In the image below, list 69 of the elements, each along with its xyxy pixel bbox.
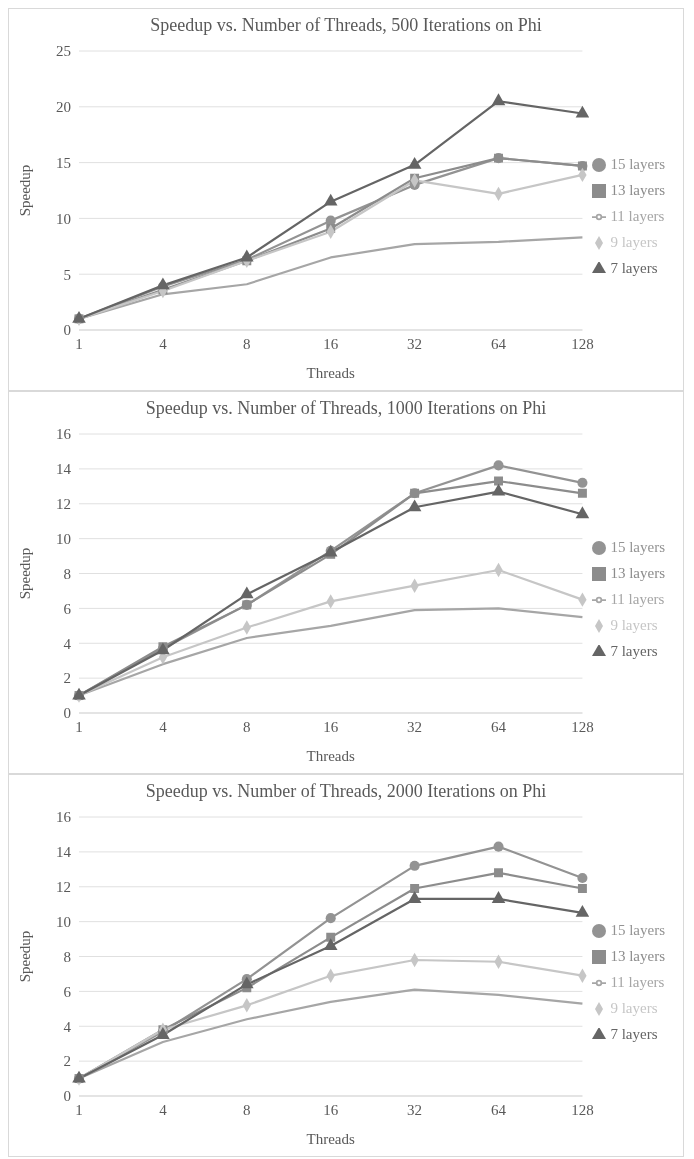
x-tick-label: 4 [159, 1101, 168, 1118]
x-tick-label: 1 [75, 718, 83, 735]
y-tick-label: 8 [63, 565, 71, 582]
x-axis-title: Threads [306, 1131, 356, 1147]
x-tick-label: 128 [571, 1101, 594, 1118]
x-tick-label: 16 [323, 1101, 339, 1118]
legend-label: 13 layers [610, 181, 665, 198]
legend-label: 15 layers [610, 538, 665, 555]
chart-title: Speedup vs. Number of Threads, 500 Iterations on Phi [149, 14, 543, 37]
legend-label: 11 layers [610, 207, 665, 224]
y-axis-title: Speedup [17, 547, 34, 600]
y-axis-title: Speedup [17, 164, 34, 217]
y-tick-label: 16 [56, 809, 72, 826]
legend-label: 13 layers [610, 564, 665, 581]
legend-label: 7 layers [610, 1025, 658, 1042]
chart-title: Speedup vs. Number of Threads, 1000 Iterations on Phi [144, 397, 548, 420]
y-tick-label: 4 [63, 1018, 72, 1035]
y-tick-label: 12 [56, 496, 71, 513]
x-tick-label: 64 [491, 1101, 507, 1118]
x-tick-label: 8 [243, 335, 251, 352]
x-tick-label: 32 [407, 335, 423, 352]
y-axis-title: Speedup [17, 930, 34, 983]
legend-label: 13 layers [610, 947, 665, 964]
y-tick-label: 10 [56, 210, 71, 227]
x-axis-title: Threads [306, 748, 356, 764]
y-tick-label: 15 [56, 154, 71, 171]
legend-label: 9 layers [610, 233, 658, 250]
y-tick-label: 25 [56, 43, 71, 60]
legend-label: 11 layers [610, 973, 665, 990]
x-tick-label: 64 [491, 335, 507, 352]
legend-label: 9 layers [610, 999, 658, 1016]
x-axis-title: Threads [306, 365, 356, 381]
y-tick-label: 10 [56, 530, 71, 547]
x-tick-label: 16 [323, 335, 339, 352]
y-tick-label: 5 [63, 266, 71, 283]
x-tick-label: 32 [407, 1101, 423, 1118]
y-tick-label: 6 [63, 600, 72, 617]
x-tick-label: 4 [159, 335, 168, 352]
x-tick-label: 8 [243, 1101, 251, 1118]
y-tick-label: 8 [63, 948, 71, 965]
x-tick-label: 1 [75, 335, 83, 352]
y-tick-label: 4 [63, 635, 72, 652]
y-tick-label: 14 [56, 461, 72, 478]
y-tick-label: 12 [56, 879, 71, 896]
x-tick-label: 128 [571, 718, 594, 735]
legend-label: 15 layers [610, 921, 665, 938]
legend-label: 7 layers [610, 259, 658, 276]
x-tick-label: 32 [407, 718, 423, 735]
x-tick-label: 64 [491, 718, 507, 735]
y-tick-label: 6 [63, 983, 72, 1000]
y-tick-label: 2 [63, 670, 71, 687]
x-tick-label: 8 [243, 718, 251, 735]
x-tick-label: 128 [571, 335, 594, 352]
legend-label: 9 layers [610, 616, 658, 633]
chart-title: Speedup vs. Number of Threads, 2000 Iterations on Phi [144, 780, 548, 803]
y-tick-label: 10 [56, 913, 71, 930]
y-tick-label: 0 [63, 322, 71, 339]
y-tick-label: 14 [56, 844, 72, 861]
y-tick-label: 20 [56, 99, 71, 116]
y-tick-label: 0 [63, 1088, 71, 1105]
legend-label: 15 layers [610, 155, 665, 172]
x-tick-label: 4 [159, 718, 168, 735]
y-tick-label: 16 [56, 426, 72, 443]
x-tick-label: 1 [75, 1101, 83, 1118]
x-tick-label: 16 [323, 718, 339, 735]
legend-label: 11 layers [610, 590, 665, 607]
legend-label: 7 layers [610, 642, 658, 659]
y-tick-label: 2 [63, 1053, 71, 1070]
y-tick-label: 0 [63, 705, 71, 722]
